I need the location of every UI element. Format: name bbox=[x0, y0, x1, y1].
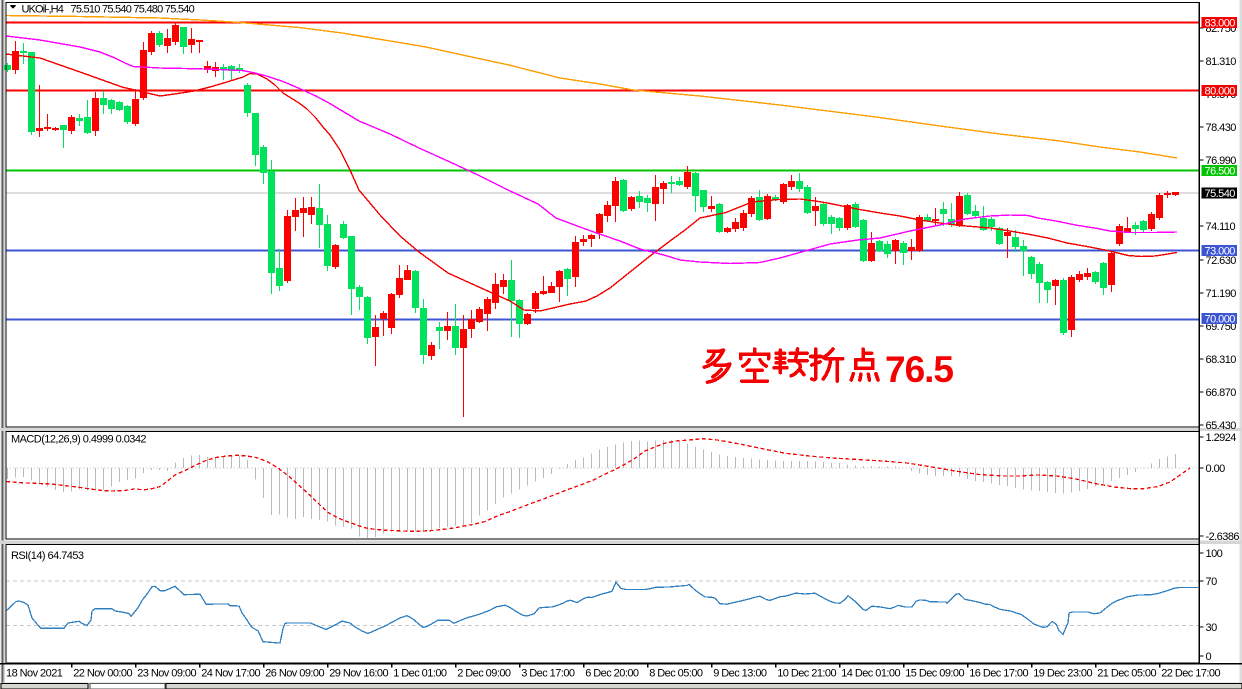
svg-text:10 Dec 21:00: 10 Dec 21:00 bbox=[777, 667, 836, 679]
svg-text:RSI(14) 64.7453: RSI(14) 64.7453 bbox=[11, 550, 84, 562]
svg-text:-2.6386: -2.6386 bbox=[1206, 531, 1240, 543]
svg-text:76.5: 76.5 bbox=[885, 349, 953, 390]
svg-text:18 Nov 2021: 18 Nov 2021 bbox=[6, 667, 63, 679]
svg-text:76.500: 76.500 bbox=[1205, 166, 1236, 178]
svg-text:65.430: 65.430 bbox=[1206, 420, 1237, 432]
svg-text:MACD(12,26,9) 0.4999 0.0342: MACD(12,26,9) 0.4999 0.0342 bbox=[11, 434, 146, 446]
svg-text:78.430: 78.430 bbox=[1206, 122, 1237, 134]
svg-text:9 Dec 13:00: 9 Dec 13:00 bbox=[713, 667, 767, 679]
svg-text:22 Dec 17:00: 22 Dec 17:00 bbox=[1161, 667, 1220, 679]
svg-text:74.110: 74.110 bbox=[1206, 221, 1236, 233]
svg-text:2 Dec 09:00: 2 Dec 09:00 bbox=[457, 667, 511, 679]
svg-text:72.630: 72.630 bbox=[1206, 255, 1237, 267]
svg-text:70.000: 70.000 bbox=[1205, 314, 1236, 326]
svg-text:3 Dec 17:00: 3 Dec 17:00 bbox=[521, 667, 575, 679]
svg-text:6 Dec 20:00: 6 Dec 20:00 bbox=[585, 667, 639, 679]
svg-text:83.000: 83.000 bbox=[1205, 18, 1236, 30]
svg-text:8 Dec 05:00: 8 Dec 05:00 bbox=[649, 667, 703, 679]
svg-text:19 Dec 23:00: 19 Dec 23:00 bbox=[1033, 667, 1092, 679]
svg-text:100: 100 bbox=[1206, 548, 1223, 560]
svg-text:24 Nov 17:00: 24 Nov 17:00 bbox=[201, 667, 260, 679]
svg-text:0: 0 bbox=[1206, 651, 1212, 663]
svg-text:81.310: 81.310 bbox=[1206, 56, 1237, 68]
svg-text:26 Nov 09:00: 26 Nov 09:00 bbox=[265, 667, 324, 679]
svg-text:14 Dec 01:00: 14 Dec 01:00 bbox=[841, 667, 900, 679]
svg-text:73.000: 73.000 bbox=[1205, 246, 1236, 258]
svg-text:71.190: 71.190 bbox=[1206, 288, 1237, 300]
svg-text:76.990: 76.990 bbox=[1206, 155, 1237, 167]
svg-text:80.000: 80.000 bbox=[1205, 86, 1236, 98]
svg-text:70: 70 bbox=[1206, 576, 1218, 588]
svg-text:75.510 75.540 75.480 75.540: 75.510 75.540 75.480 75.540 bbox=[71, 4, 195, 16]
svg-text:75.540: 75.540 bbox=[1205, 188, 1236, 200]
svg-text:15 Dec 09:00: 15 Dec 09:00 bbox=[905, 667, 964, 679]
svg-text:66.870: 66.870 bbox=[1206, 387, 1237, 399]
svg-text:1.2924: 1.2924 bbox=[1206, 432, 1237, 444]
svg-text:UKOil-,H4: UKOil-,H4 bbox=[22, 4, 64, 16]
svg-text:0.00: 0.00 bbox=[1206, 463, 1226, 475]
svg-text:23 Nov 09:00: 23 Nov 09:00 bbox=[137, 667, 196, 679]
svg-text:16 Dec 17:00: 16 Dec 17:00 bbox=[969, 667, 1028, 679]
svg-text:21 Dec 05:00: 21 Dec 05:00 bbox=[1097, 667, 1156, 679]
svg-text:22 Nov 00:00: 22 Nov 00:00 bbox=[73, 667, 132, 679]
svg-text:29 Nov 16:00: 29 Nov 16:00 bbox=[329, 667, 388, 679]
svg-text:1 Dec 01:00: 1 Dec 01:00 bbox=[393, 667, 447, 679]
svg-text:30: 30 bbox=[1206, 622, 1218, 634]
svg-text:68.310: 68.310 bbox=[1206, 354, 1237, 366]
